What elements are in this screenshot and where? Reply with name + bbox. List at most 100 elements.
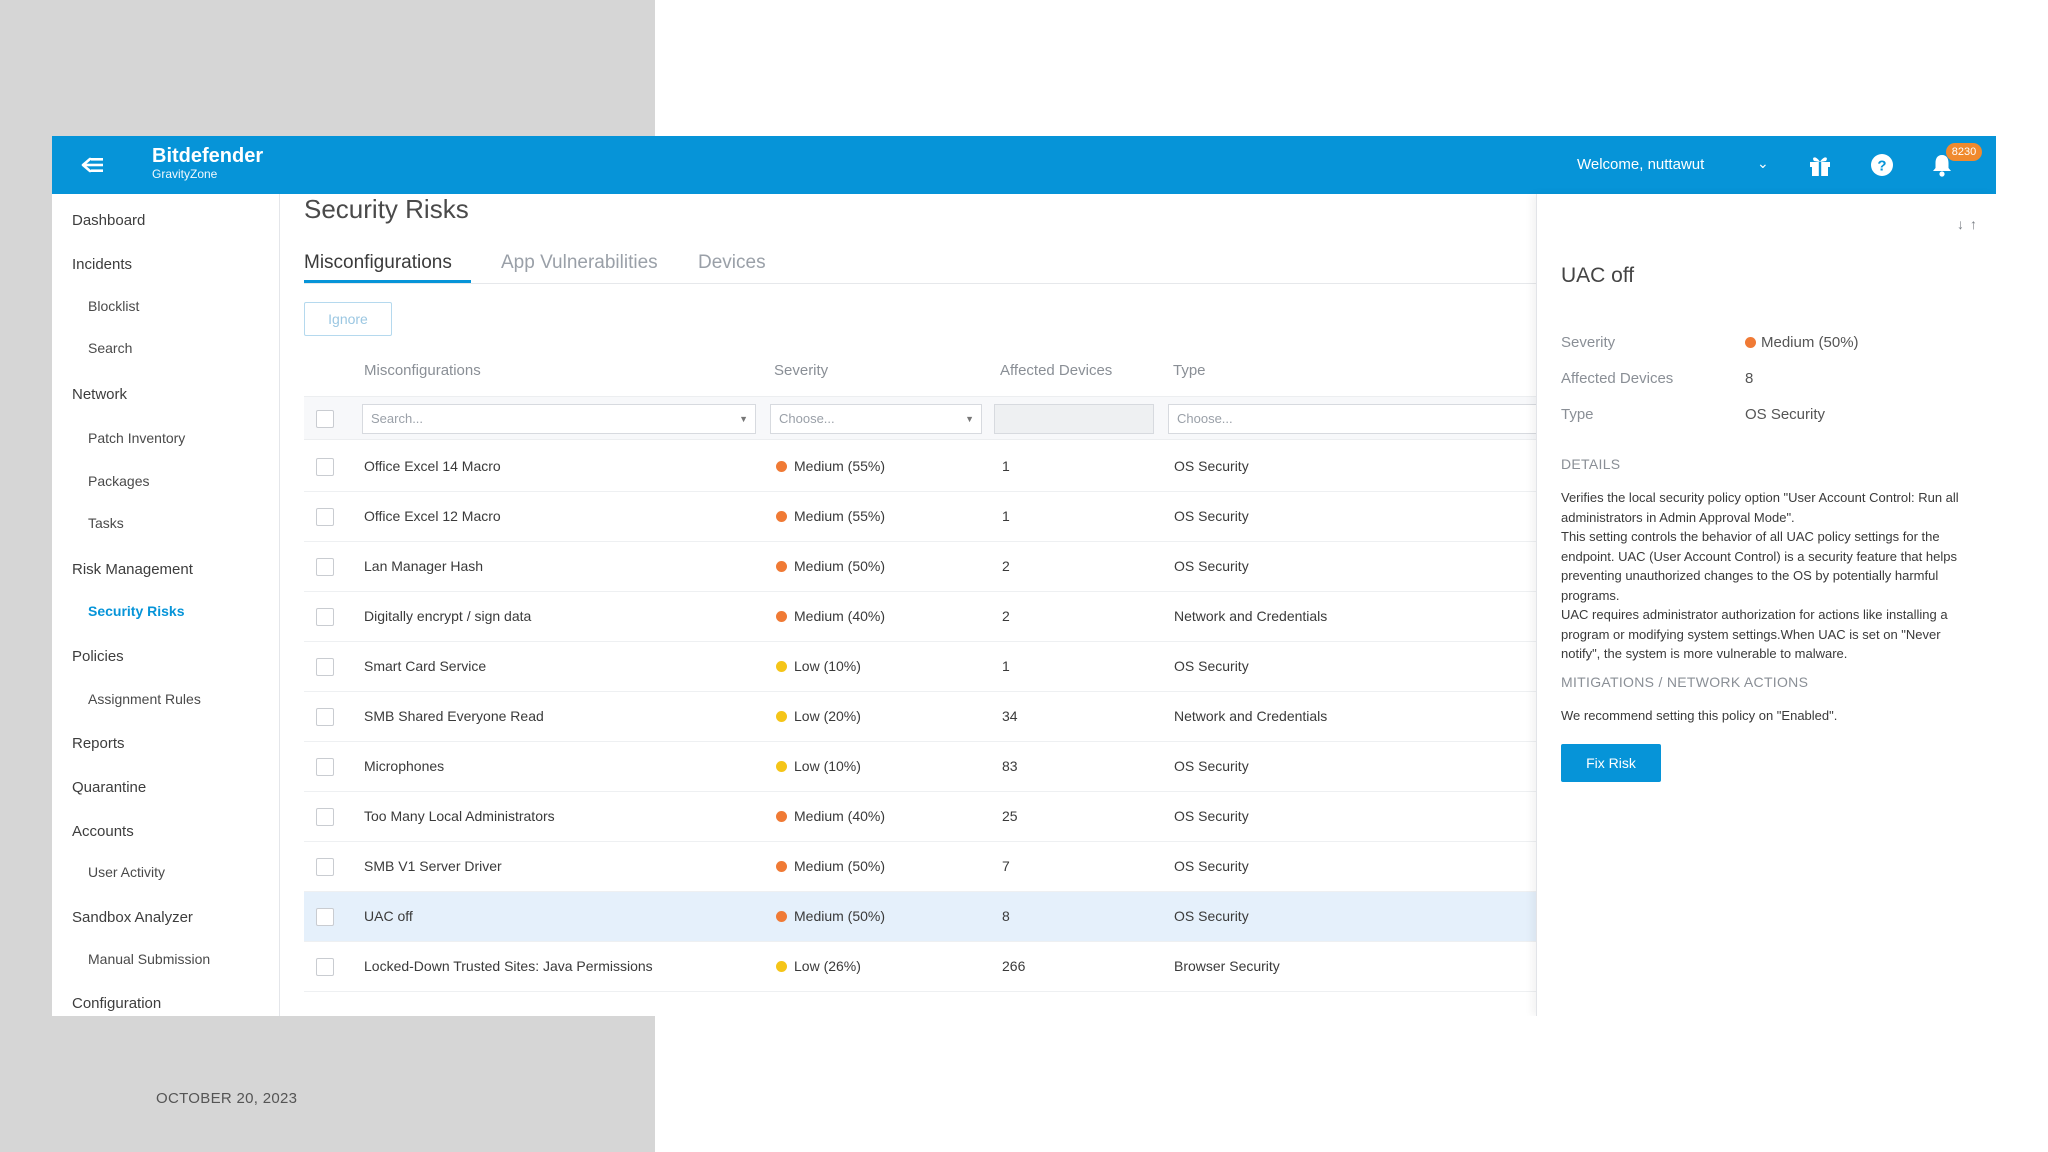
row-checkbox[interactable]: [316, 808, 334, 826]
sidebar-item-blocklist[interactable]: Blocklist: [88, 298, 140, 314]
row-checkbox[interactable]: [316, 658, 334, 676]
affected-devices-filter-input[interactable]: [994, 404, 1154, 434]
row-affected-devices: 34: [1002, 708, 1018, 724]
sidebar-item-quarantine[interactable]: Quarantine: [72, 779, 147, 796]
row-type: OS Security: [1174, 858, 1249, 874]
row-severity-text: Low (10%): [794, 658, 861, 674]
chevron-down-icon[interactable]: ⌄: [1757, 155, 1769, 171]
row-name: Office Excel 12 Macro: [364, 508, 501, 524]
severity-filter-select[interactable]: Choose... ▼: [770, 404, 982, 434]
type-filter-select[interactable]: Choose...: [1168, 404, 1536, 434]
sort-arrows-icon[interactable]: ↓↑: [1957, 216, 1983, 232]
column-header-type[interactable]: Type: [1173, 362, 1206, 379]
sidebar-item-incidents[interactable]: Incidents: [72, 256, 133, 273]
page-title: Security Risks: [304, 194, 469, 224]
sidebar-item-tasks[interactable]: Tasks: [88, 515, 124, 531]
row-affected-devices: 1: [1002, 508, 1010, 524]
sidebar-item-user-activity[interactable]: User Activity: [88, 864, 166, 880]
row-affected-devices: 7: [1002, 858, 1010, 874]
severity-dot-icon: [776, 711, 787, 722]
filter-row: Search... ▼ Choose... ▼ Choose...: [304, 396, 1536, 440]
row-checkbox[interactable]: [316, 708, 334, 726]
search-placeholder: Search...: [371, 411, 424, 426]
row-type: OS Security: [1174, 658, 1249, 674]
sidebar-item-sandbox-analyzer[interactable]: Sandbox Analyzer: [72, 909, 193, 926]
column-header-severity[interactable]: Severity: [774, 362, 829, 379]
table-row[interactable]: Microphones Low (10%) 83 OS Security: [304, 742, 1536, 792]
row-severity: Medium (50%): [776, 558, 885, 574]
row-name: Digitally encrypt / sign data: [364, 608, 532, 624]
mitigations-heading: MITIGATIONS / NETWORK ACTIONS: [1561, 674, 1809, 690]
detail-panel: ↓↑ UAC off Severity Medium (50%) Affecte…: [1536, 194, 1996, 1016]
brand-logo[interactable]: Bitdefender GravityZone: [152, 145, 263, 181]
help-icon[interactable]: ?: [1868, 151, 1896, 179]
row-type: Browser Security: [1174, 958, 1280, 974]
tab-misconfigurations[interactable]: Misconfigurations: [304, 252, 452, 273]
row-checkbox[interactable]: [316, 608, 334, 626]
welcome-user[interactable]: Welcome, nuttawut: [1577, 156, 1705, 173]
sidebar-item-configuration[interactable]: Configuration: [72, 995, 162, 1012]
row-name: Smart Card Service: [364, 658, 487, 674]
bell-icon[interactable]: [1928, 151, 1956, 179]
row-severity: Low (10%): [776, 758, 861, 774]
sidebar-item-manual-submission[interactable]: Manual Submission: [88, 951, 211, 967]
row-severity-text: Medium (50%): [794, 558, 886, 574]
table-row[interactable]: Digitally encrypt / sign data Medium (40%…: [304, 592, 1536, 642]
row-severity-text: Medium (40%): [794, 808, 886, 824]
column-header-misconfigurations[interactable]: Misconfigurations: [364, 362, 481, 379]
row-checkbox[interactable]: [316, 958, 334, 976]
row-severity-text: Low (26%): [794, 958, 861, 974]
select-all-checkbox[interactable]: [316, 410, 334, 428]
details-text: Verifies the local security policy optio…: [1561, 490, 1959, 661]
sidebar-item-reports[interactable]: Reports: [72, 735, 125, 752]
column-header-affected-devices[interactable]: Affected Devices: [1000, 362, 1113, 379]
row-severity: Low (26%): [776, 958, 861, 974]
row-affected-devices: 1: [1002, 658, 1010, 674]
sidebar-item-dashboard[interactable]: Dashboard: [72, 212, 146, 229]
severity-dot-icon: [776, 511, 787, 522]
table-row[interactable]: Too Many Local Administrators Medium (40%…: [304, 792, 1536, 842]
row-name: Office Excel 14 Macro: [364, 458, 501, 474]
sidebar-item-policies[interactable]: Policies: [72, 648, 124, 665]
row-checkbox[interactable]: [316, 858, 334, 876]
row-checkbox[interactable]: [316, 908, 334, 926]
row-checkbox[interactable]: [316, 558, 334, 576]
sidebar-item-assignment-rules[interactable]: Assignment Rules: [88, 691, 201, 707]
row-type: OS Security: [1174, 558, 1249, 574]
search-filter-input[interactable]: Search... ▼: [362, 404, 756, 434]
sidebar-item-accounts[interactable]: Accounts: [72, 823, 134, 840]
severity-dot-icon: [776, 461, 787, 472]
sidebar-item-packages[interactable]: Packages: [88, 473, 150, 489]
severity-dot-icon: [776, 911, 787, 922]
sidebar-item-network[interactable]: Network: [72, 386, 128, 403]
gift-icon[interactable]: [1806, 151, 1834, 179]
collapse-menu-icon[interactable]: [80, 154, 106, 176]
severity-dot-icon: [776, 561, 787, 572]
row-severity-text: Medium (40%): [794, 608, 886, 624]
sidebar: Dashboard Incidents Blocklist Search Network…: [52, 194, 280, 1016]
tab-devices[interactable]: Devices: [698, 252, 766, 273]
table-row[interactable]: Lan Manager Hash Medium (50%) 2 OS Security: [304, 542, 1536, 592]
row-checkbox[interactable]: [316, 508, 334, 526]
row-severity-text: Medium (55%): [794, 458, 886, 474]
sidebar-item-patch-inventory[interactable]: Patch Inventory: [88, 430, 186, 446]
row-name: SMB V1 Server Driver: [364, 858, 502, 874]
row-checkbox[interactable]: [316, 458, 334, 476]
row-checkbox[interactable]: [316, 758, 334, 776]
severity-dot-icon: [776, 961, 787, 972]
table-row[interactable]: Smart Card Service Low (10%) 1 OS Security: [304, 642, 1536, 692]
table-row[interactable]: Locked-Down Trusted Sites: Java Permissi…: [304, 942, 1536, 992]
tab-app-vulnerabilities[interactable]: App Vulnerabilities: [501, 252, 658, 273]
sidebar-item-search[interactable]: Search: [88, 340, 133, 356]
ignore-button[interactable]: Ignore: [304, 302, 392, 336]
fix-risk-button[interactable]: Fix Risk: [1561, 744, 1661, 782]
table-row[interactable]: UAC off Medium (50%) 8 OS Security: [304, 892, 1536, 942]
row-type: OS Security: [1174, 458, 1249, 474]
sidebar-item-security-risks[interactable]: Security Risks: [88, 603, 185, 619]
sidebar-item-risk-management[interactable]: Risk Management: [72, 561, 193, 578]
table-row[interactable]: Office Excel 12 Macro Medium (55%) 1 OS Sec…: [304, 492, 1536, 542]
detail-severity-label: Severity: [1561, 334, 1616, 351]
table-row[interactable]: SMB V1 Server Driver Medium (50%) 7 OS Secu…: [304, 842, 1536, 892]
table-row[interactable]: Office Excel 14 Macro Medium (55%) 1 OS Sec…: [304, 442, 1536, 492]
table-row[interactable]: SMB Shared Everyone Read Low (20%) 34 Netwo…: [304, 692, 1536, 742]
